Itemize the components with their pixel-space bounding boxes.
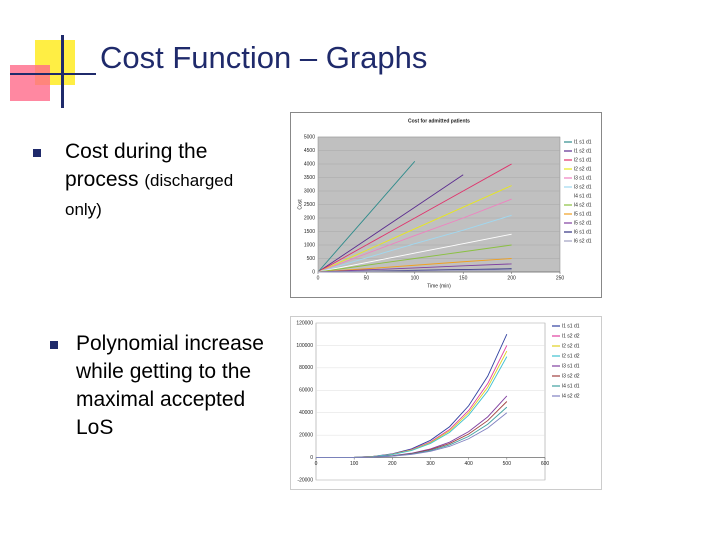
legend-label: l2 s2 d1: [574, 166, 592, 172]
series-line: [317, 258, 512, 273]
y-tick-label: 100000: [296, 343, 313, 349]
x-tick-label: 0: [315, 461, 318, 467]
bullet-marker: [33, 149, 41, 157]
y-tick-label: 5000: [304, 134, 315, 140]
legend-label: l2 s2 d1: [562, 343, 580, 349]
y-tick-label: 500: [307, 256, 316, 262]
x-tick-label: 200: [507, 275, 516, 281]
series-line: [317, 263, 512, 273]
legend-label: l2 s1 d2: [562, 353, 580, 359]
series-line: [317, 174, 464, 273]
y-tick-label: 0: [310, 455, 313, 461]
bullet: Polynomial increase while getting to the…: [50, 330, 276, 442]
y-tick-label: 4500: [304, 148, 315, 154]
legend-label: l3 s2 d2: [562, 373, 580, 379]
legend-label: l3 s2 d1: [574, 184, 592, 190]
y-tick-label: 0: [312, 269, 315, 275]
series-line: [317, 269, 512, 273]
x-tick-label: 600: [541, 461, 550, 467]
x-tick-label: 100: [411, 275, 420, 281]
legend-label: l5 s1 d1: [574, 211, 592, 217]
y-tick-label: 1500: [304, 229, 315, 235]
decor-red: [10, 65, 50, 101]
x-tick-label: 50: [364, 275, 370, 281]
legend-label: l6 s2 d1: [574, 238, 592, 244]
decor-hline: [10, 73, 96, 75]
x-tick-label: 250: [556, 275, 565, 281]
bullet-text: Polynomial increase while getting to the…: [76, 332, 264, 439]
legend-label: l4 s1 d1: [562, 383, 580, 389]
series-line: [317, 214, 512, 273]
legend-label: l4 s1 d1: [574, 193, 592, 199]
y-tick-label: 40000: [299, 410, 313, 416]
x-tick-label: 0: [317, 275, 320, 281]
y-tick-label: 20000: [299, 432, 313, 438]
bullet-text: Cost during the process: [65, 140, 208, 191]
slide-title: Cost Function – Graphs: [100, 40, 428, 75]
bullet-note: (discharged only): [65, 171, 234, 219]
series-line: [317, 198, 512, 273]
x-axis-label: Time (min): [427, 283, 451, 289]
chart-title: Cost for admitted patients: [408, 118, 470, 124]
legend-label: l3 s1 d1: [574, 175, 592, 181]
series-line: [317, 233, 512, 273]
x-tick-label: 400: [464, 461, 473, 467]
y-tick-label: 3000: [304, 188, 315, 194]
y-tick-label: 80000: [299, 365, 313, 371]
y-tick-label: 120000: [296, 320, 313, 326]
legend-label: l1 s2 d2: [562, 333, 580, 339]
decor-vline: [61, 35, 64, 108]
x-tick-label: 150: [459, 275, 468, 281]
y-tick-label: 2000: [304, 215, 315, 221]
x-tick-label: 200: [388, 461, 397, 467]
x-tick-label: 500: [503, 461, 512, 467]
legend-label: l1 s1 d1: [574, 139, 592, 145]
legend-label: l3 s1 d1: [562, 363, 580, 369]
y-tick-label: 60000: [299, 388, 313, 394]
legend-label: l1 s2 d1: [574, 148, 592, 154]
series-line: [317, 161, 416, 273]
bullet-marker: [50, 341, 58, 349]
chart: Cost for admitted patients05001000150020…: [290, 112, 602, 298]
y-tick-label: 1000: [304, 242, 315, 248]
legend-label: l2 s1 d1: [574, 157, 592, 163]
x-tick-label: 300: [426, 461, 435, 467]
y-tick-label: 2500: [304, 202, 315, 208]
legend-label: l1 s1 d1: [562, 323, 580, 329]
y-tick-label: -20000: [297, 477, 313, 483]
legend-label: l4 s2 d2: [562, 393, 580, 399]
series-line: [317, 185, 512, 273]
y-tick-label: 4000: [304, 161, 315, 167]
y-axis-label: Cost: [297, 199, 303, 210]
plot-area: [315, 322, 546, 481]
series-line: [316, 412, 508, 459]
bullet: Cost during the process (discharged only…: [33, 138, 270, 224]
legend-label: l4 s2 d1: [574, 202, 592, 208]
series-line: [317, 163, 512, 273]
y-tick-label: 3500: [304, 175, 315, 181]
chart: -20000 0 20000 40000 60000 80000 100000 120000 0…: [290, 316, 602, 490]
legend-label: l6 s1 d1: [574, 229, 592, 235]
legend-label: l5 s2 d1: [574, 220, 592, 226]
series-line: [317, 244, 512, 273]
x-tick-label: 100: [350, 461, 359, 467]
